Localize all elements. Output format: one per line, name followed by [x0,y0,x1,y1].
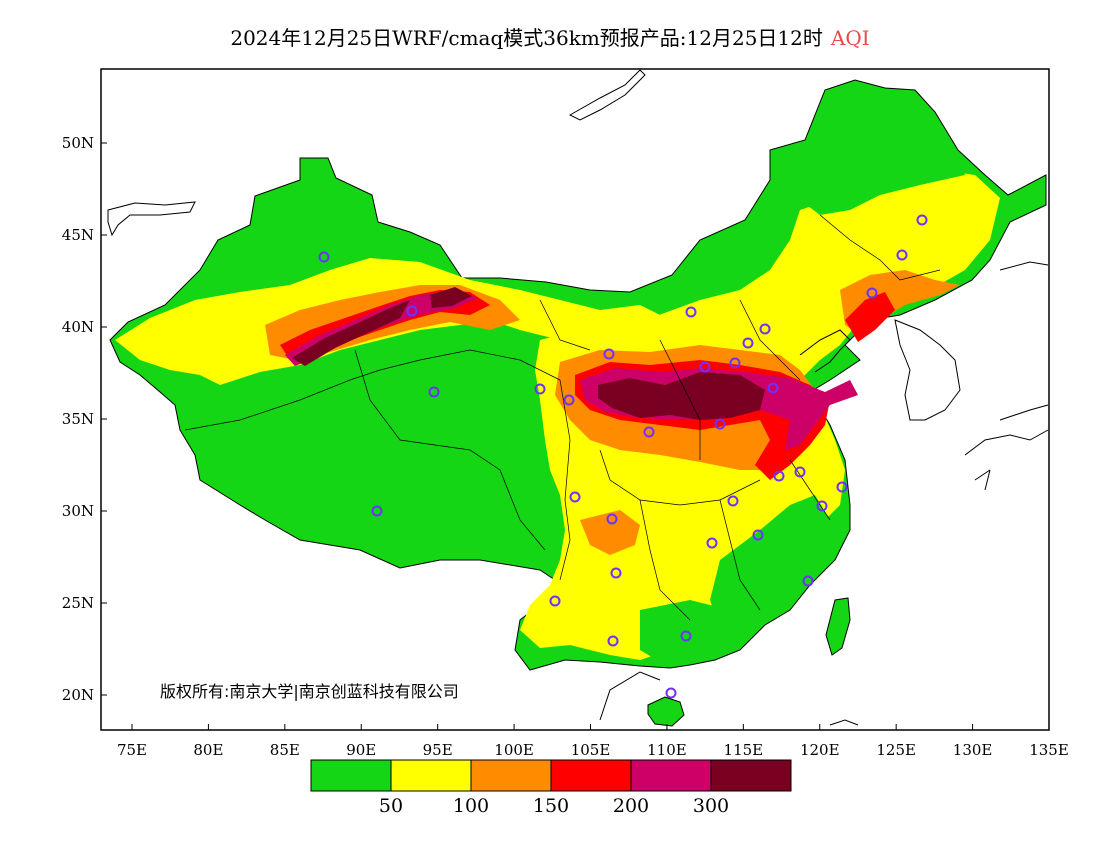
colorbar-label: 300 [693,795,729,817]
city-marker [729,357,741,369]
x-tick-label: 135E [1029,741,1069,759]
russia-coast-outline [999,261,1049,271]
city-marker [606,513,618,525]
city-marker [371,505,383,517]
japan-outline [964,404,1049,491]
taiwan-island [825,597,851,656]
city-marker [836,481,848,493]
y-tick-label: 25N [62,594,94,612]
colorbar-label: 100 [453,795,489,817]
x-axis: 75E 80E 85E 90E 95E 100E 105E 110E 115E 120E 125E 1… [117,724,1069,759]
colorbar-swatch [710,759,792,792]
x-tick-label: 115E [724,741,764,759]
korea-outline [894,319,961,421]
city-marker [916,214,928,226]
zone-unhealthy-liaoning [845,292,895,342]
colorbar-label: 200 [613,795,649,817]
x-tick-label: 80E [193,741,223,759]
zone-hazardous-xinjiang [292,300,410,366]
y-tick-label: 45N [62,226,94,244]
city-marker [534,383,546,395]
city-marker [318,251,330,263]
city-marker [610,567,622,579]
kazakh-lake-outline [107,201,196,237]
x-tick-label: 110E [647,741,687,759]
map-content: 版权所有:南京大学|南京创蓝科技有限公司 [107,69,1049,727]
copyright-text: 版权所有:南京大学|南京创蓝科技有限公司 [160,682,459,701]
neighbour-coastlines [107,69,1049,726]
philippines-outline [829,719,859,726]
city-marker [866,287,878,299]
colorbar-swatch [470,759,552,792]
city-marker [699,361,711,373]
x-tick-label: 75E [117,741,147,759]
zone-hazardous-north-china [598,372,765,420]
city-marker [816,500,828,512]
map-title: 2024年12月25日WRF/cmaq模式36km预报产品:12月25日12时 A… [0,22,1100,51]
city-marker [714,418,726,430]
map-title-main: 2024年12月25日WRF/cmaq模式36km预报产品:12月25日12时 [230,26,823,50]
city-marker [794,466,806,478]
zone-good-southeast [710,495,830,630]
bohai-outline [799,329,851,373]
city-marker [569,491,581,503]
x-tick-label: 85E [270,741,300,759]
city-marker [428,386,440,398]
zone-good-guangxi [640,600,750,662]
map-title-variable: AQI [830,26,870,50]
zone-usg-sichuan [580,510,640,555]
city-marker [759,323,771,335]
city-marker [773,470,785,482]
x-tick-label: 120E [800,741,840,759]
y-axis: 20N 25N 30N 35N 40N 45N 50N [62,134,107,704]
colorbar-label: 50 [379,795,403,817]
x-tick-label: 130E [953,741,993,759]
city-marker [563,394,575,406]
y-tick-label: 50N [62,134,94,152]
vietnam-outline [599,671,661,721]
zone-good-northeast [800,92,965,215]
city-marker [802,575,814,587]
x-tick-label: 90E [346,741,376,759]
baikal-outline [568,69,646,121]
city-marker [752,529,764,541]
city-marker [896,249,908,261]
y-tick-label: 35N [62,410,94,428]
city-marker [727,495,739,507]
city-marker [685,306,697,318]
zone-hazardous-hexi [430,287,472,308]
city-markers [318,214,928,699]
city-marker [406,305,418,317]
y-tick-label: 30N [62,502,94,520]
city-marker [680,630,692,642]
colorbar: 50 100 150 200 300 [310,759,792,817]
city-marker [607,635,619,647]
city-marker [549,595,561,607]
city-marker [603,348,615,360]
x-tick-label: 100E [494,741,534,759]
city-marker [767,382,779,394]
hainan-island [647,696,685,727]
x-tick-label: 125E [876,741,916,759]
colorbar-swatch [310,759,392,792]
city-marker [742,337,754,349]
x-tick-label: 105E [571,741,611,759]
city-marker [706,537,718,549]
city-marker [665,687,677,699]
x-tick-label: 95E [423,741,453,759]
colorbar-swatch [390,759,472,792]
map-frame [100,68,1050,731]
colorbar-label: 150 [533,795,569,817]
y-tick-label: 20N [62,686,94,704]
colorbar-swatch [630,759,712,792]
y-tick-label: 40N [62,318,94,336]
city-marker [643,426,655,438]
colorbar-swatch [550,759,632,792]
